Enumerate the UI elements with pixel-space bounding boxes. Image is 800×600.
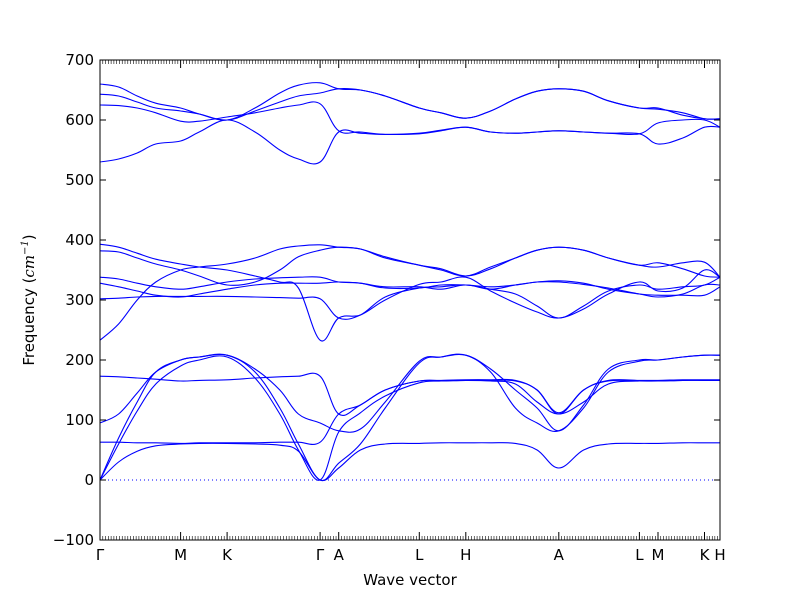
x-tick-label: Γ bbox=[96, 546, 105, 564]
x-tick-label: K bbox=[222, 546, 233, 564]
x-tick-label: L bbox=[415, 546, 424, 564]
x-tick-label: M bbox=[652, 546, 665, 564]
x-tick-label: H bbox=[460, 546, 471, 564]
x-tick-label: A bbox=[554, 546, 565, 564]
y-axis-label: Frequency (cm−1) bbox=[20, 234, 38, 365]
band-line-16 bbox=[99, 82, 721, 121]
y-axis-label-exponent: −1 bbox=[20, 240, 31, 255]
y-tick-label: 400 bbox=[65, 231, 94, 249]
y-tick-label: 0 bbox=[84, 471, 94, 489]
band-line-12 bbox=[99, 276, 721, 320]
x-axis-label: Wave vector bbox=[363, 571, 457, 589]
band-line-1 bbox=[99, 442, 720, 482]
y-tick-label: 700 bbox=[65, 51, 94, 69]
y-tick-label: 200 bbox=[65, 351, 94, 369]
x-tick-label: M bbox=[174, 546, 187, 564]
y-tick-label: 500 bbox=[65, 171, 94, 189]
y-tick-label: 300 bbox=[65, 291, 94, 309]
y-tick-label: 600 bbox=[65, 111, 94, 129]
y-axis-label-text: Frequency ( bbox=[20, 278, 38, 366]
y-axis-ticks: −100 0 100 200 300 400 500 600 700 bbox=[53, 51, 720, 549]
x-tick-label: H bbox=[714, 546, 725, 564]
x-tick-label: A bbox=[334, 546, 345, 564]
band-line-2 bbox=[99, 353, 721, 482]
band-line-9 bbox=[99, 246, 721, 286]
y-tick-label: 100 bbox=[65, 411, 94, 429]
x-tick-label: L bbox=[635, 546, 644, 564]
band-line-5 bbox=[99, 353, 721, 433]
x-tick-label: K bbox=[700, 546, 711, 564]
band-line-10 bbox=[99, 276, 721, 298]
band-lines bbox=[99, 82, 721, 482]
y-axis-label-unit: cm bbox=[20, 255, 38, 278]
band-line-14 bbox=[99, 101, 721, 136]
y-axis-label-close: ) bbox=[20, 234, 38, 240]
x-tick-label: Γ bbox=[316, 546, 325, 564]
band-line-13 bbox=[99, 119, 721, 165]
y-tick-label: −100 bbox=[53, 531, 94, 549]
band-line-4 bbox=[99, 379, 720, 445]
band-line-6 bbox=[99, 372, 720, 416]
plot-frame bbox=[99, 59, 721, 541]
band-line-3 bbox=[99, 355, 720, 481]
